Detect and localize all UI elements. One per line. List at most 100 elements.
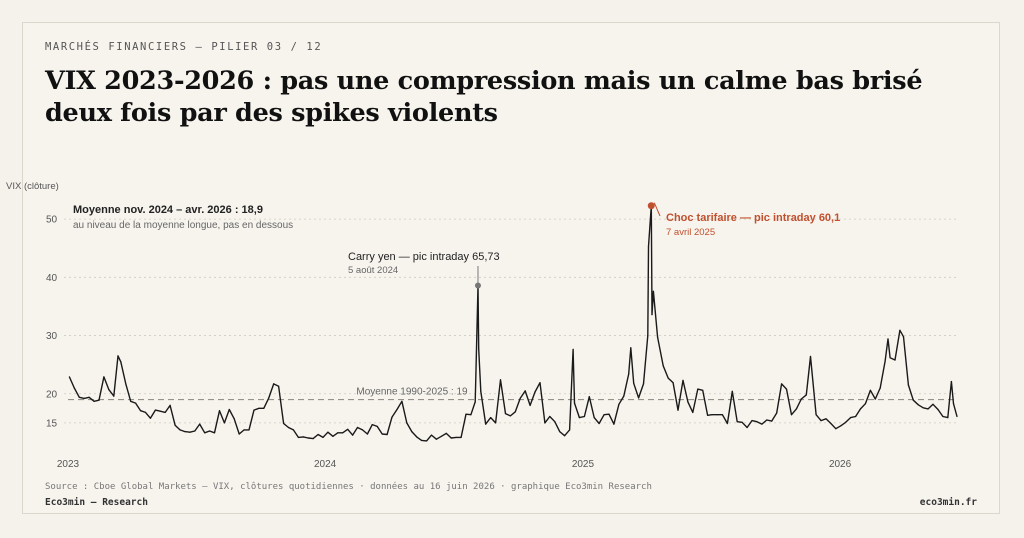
data-point	[73, 387, 75, 389]
data-point	[238, 433, 240, 435]
data-point	[78, 396, 80, 398]
data-point	[559, 431, 561, 433]
data-point	[642, 383, 645, 385]
data-point	[302, 436, 304, 438]
data-point	[687, 401, 689, 403]
data-point	[529, 404, 531, 406]
data-point	[598, 422, 600, 425]
data-point	[790, 414, 793, 416]
data-point	[332, 435, 334, 437]
data-point	[120, 361, 122, 363]
data-point	[327, 431, 329, 433]
data-point	[83, 397, 85, 399]
data-point	[884, 360, 886, 362]
brand-label: Eco3min — Research	[45, 497, 148, 508]
data-point	[445, 432, 447, 434]
data-point	[258, 407, 260, 409]
data-point	[889, 357, 891, 359]
data-point	[283, 422, 285, 425]
data-point	[766, 419, 768, 421]
data-point	[912, 399, 914, 401]
data-point	[952, 403, 955, 405]
data-point	[855, 415, 857, 418]
data-point	[633, 382, 635, 384]
tariff-shock-label: Choc tarifaire — pic intraday 60,1	[666, 212, 840, 224]
data-point	[805, 394, 807, 396]
data-point	[169, 404, 171, 406]
data-point	[573, 402, 576, 404]
data-point	[218, 410, 221, 412]
mean-note-subtitle: au niveau de la moyenne longue, pas en d…	[73, 220, 293, 231]
reference-line-label: Moyenne 1990-2025 : 19	[356, 387, 468, 398]
data-point	[672, 382, 674, 384]
data-point	[361, 429, 364, 431]
data-point	[68, 376, 70, 378]
data-point	[495, 422, 497, 424]
data-point	[386, 433, 388, 436]
data-point	[623, 395, 625, 397]
data-point	[514, 411, 516, 413]
data-point	[233, 418, 235, 420]
data-point	[278, 385, 280, 387]
data-point	[135, 402, 137, 404]
data-point	[820, 420, 822, 422]
tariff-shock-marker	[647, 202, 655, 210]
y-tick-label: 30	[46, 331, 58, 342]
data-point	[776, 412, 778, 414]
chart-title: VIX 2023-2026 : pas une compression mais…	[45, 66, 923, 128]
x-tick-label: 2025	[572, 459, 595, 470]
data-point	[164, 411, 166, 413]
data-point	[569, 429, 571, 431]
data-point	[692, 411, 694, 413]
data-point	[578, 417, 581, 419]
data-point	[603, 414, 605, 416]
data-point	[721, 414, 724, 416]
data-point	[628, 373, 630, 375]
x-tick-label: 2026	[829, 459, 852, 470]
data-point	[322, 436, 324, 438]
data-point	[474, 401, 476, 403]
data-point	[401, 400, 403, 402]
data-point	[366, 433, 368, 435]
data-point	[125, 383, 127, 385]
data-point	[726, 422, 729, 425]
data-point	[199, 423, 201, 425]
data-point	[347, 428, 349, 430]
data-point	[662, 365, 664, 367]
data-point	[922, 407, 924, 409]
data-point	[430, 434, 433, 436]
site-link[interactable]: eco3min.fr	[919, 497, 977, 508]
data-point	[894, 359, 896, 361]
data-point	[652, 290, 655, 292]
data-point	[697, 388, 699, 390]
data-point	[771, 420, 773, 422]
data-point	[440, 435, 442, 437]
data-point	[435, 438, 437, 440]
data-point	[746, 426, 748, 429]
data-point	[564, 435, 566, 437]
data-point	[263, 407, 265, 409]
data-point	[381, 433, 383, 435]
data-point	[228, 408, 230, 411]
data-point	[154, 409, 156, 411]
data-point	[917, 404, 919, 406]
tariff-shock-date: 7 avril 2025	[666, 227, 715, 238]
data-point	[519, 397, 521, 399]
data-point	[396, 408, 398, 411]
data-point	[406, 422, 408, 424]
data-point	[899, 329, 901, 331]
data-point	[509, 415, 511, 417]
data-point	[337, 432, 339, 434]
data-point	[593, 417, 595, 419]
data-point	[879, 387, 881, 389]
data-point	[499, 379, 502, 381]
data-point	[391, 416, 393, 418]
data-point	[307, 437, 309, 439]
data-point	[273, 383, 275, 385]
data-point	[93, 400, 95, 402]
y-tick-label: 20	[46, 389, 58, 400]
data-point	[741, 421, 743, 423]
data-point	[667, 377, 669, 379]
data-point	[416, 436, 418, 438]
data-point	[352, 434, 354, 436]
